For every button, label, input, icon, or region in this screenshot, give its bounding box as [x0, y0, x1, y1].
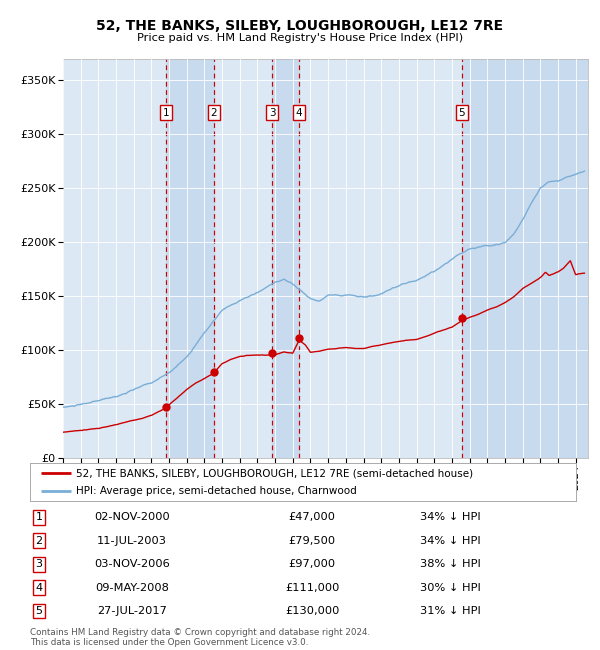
Text: 2: 2	[211, 107, 217, 118]
Text: £47,000: £47,000	[289, 512, 335, 523]
Text: £79,500: £79,500	[289, 536, 335, 546]
Text: HPI: Average price, semi-detached house, Charnwood: HPI: Average price, semi-detached house,…	[76, 486, 357, 497]
Text: 38% ↓ HPI: 38% ↓ HPI	[419, 559, 481, 569]
Text: 02-NOV-2000: 02-NOV-2000	[94, 512, 170, 523]
Text: 3: 3	[269, 107, 275, 118]
Bar	[166, 58, 214, 458]
Text: £111,000: £111,000	[285, 582, 339, 593]
Text: 4: 4	[35, 582, 43, 593]
Text: 1: 1	[163, 107, 170, 118]
Text: 30% ↓ HPI: 30% ↓ HPI	[419, 582, 481, 593]
Text: 5: 5	[458, 107, 465, 118]
Text: 03-NOV-2006: 03-NOV-2006	[94, 559, 170, 569]
Bar	[272, 58, 299, 458]
Text: 34% ↓ HPI: 34% ↓ HPI	[419, 536, 481, 546]
Text: 52, THE BANKS, SILEBY, LOUGHBOROUGH, LE12 7RE: 52, THE BANKS, SILEBY, LOUGHBOROUGH, LE1…	[97, 19, 503, 33]
Text: 1: 1	[35, 512, 43, 523]
Text: £97,000: £97,000	[289, 559, 335, 569]
Text: 31% ↓ HPI: 31% ↓ HPI	[419, 606, 481, 616]
Text: 4: 4	[296, 107, 302, 118]
Text: 52, THE BANKS, SILEBY, LOUGHBOROUGH, LE12 7RE (semi-detached house): 52, THE BANKS, SILEBY, LOUGHBOROUGH, LE1…	[76, 469, 473, 478]
Text: 2: 2	[35, 536, 43, 546]
Text: 3: 3	[35, 559, 43, 569]
Text: 09-MAY-2008: 09-MAY-2008	[95, 582, 169, 593]
Text: Contains HM Land Registry data © Crown copyright and database right 2024.
This d: Contains HM Land Registry data © Crown c…	[30, 628, 370, 647]
Text: 11-JUL-2003: 11-JUL-2003	[97, 536, 167, 546]
Text: 5: 5	[35, 606, 43, 616]
Text: £130,000: £130,000	[285, 606, 339, 616]
Text: Price paid vs. HM Land Registry's House Price Index (HPI): Price paid vs. HM Land Registry's House …	[137, 32, 463, 43]
Text: 27-JUL-2017: 27-JUL-2017	[97, 606, 167, 616]
Text: 34% ↓ HPI: 34% ↓ HPI	[419, 512, 481, 523]
Bar	[462, 58, 588, 458]
